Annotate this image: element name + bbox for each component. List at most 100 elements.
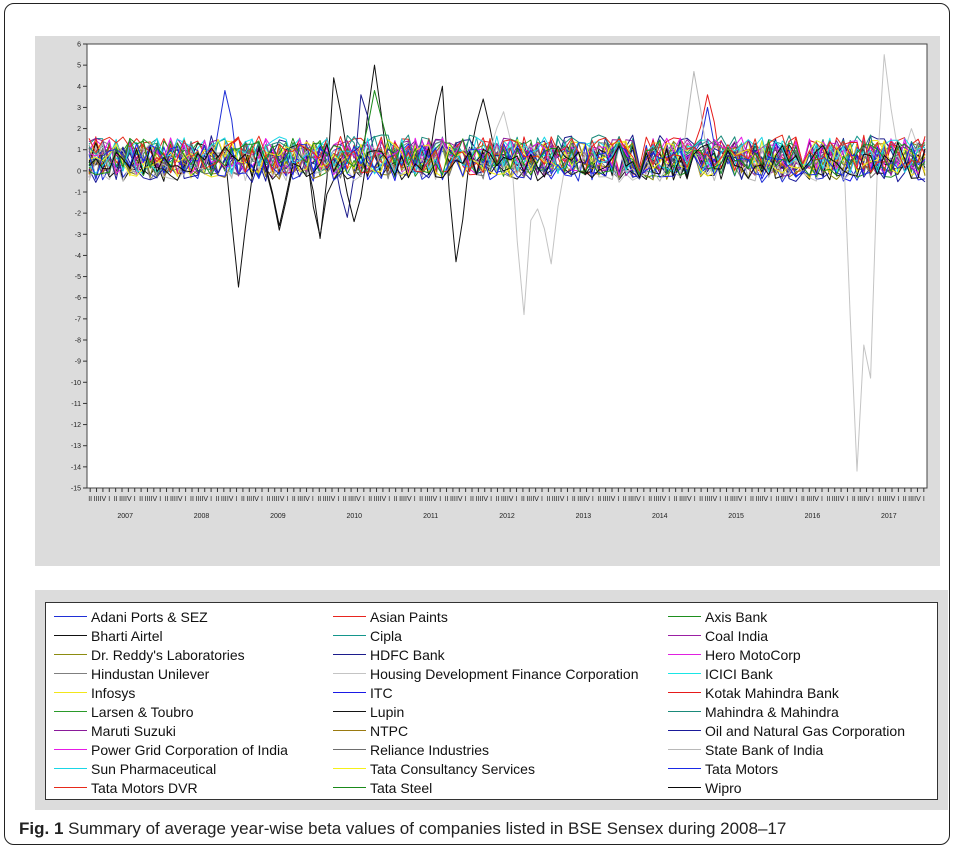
x-quarter-label: I	[566, 496, 568, 503]
x-quarter-label: I	[134, 496, 136, 503]
series-line	[88, 136, 926, 176]
legend-label: State Bank of India	[705, 741, 824, 758]
x-quarter-label: III	[170, 496, 176, 503]
x-quarter-label: II	[801, 496, 805, 503]
x-quarter-label: III	[806, 496, 812, 503]
y-tick-label: -15	[71, 486, 81, 493]
x-quarter-label: I	[490, 496, 492, 503]
legend-label: Coal India	[705, 627, 769, 644]
x-quarter-label: IV	[583, 496, 590, 503]
y-tick-label: -5	[75, 274, 81, 281]
x-quarter-label: I	[923, 496, 925, 503]
x-quarter-label: III	[501, 496, 507, 503]
x-quarter-label: I	[312, 496, 314, 503]
x-quarter-label: I	[846, 496, 848, 503]
x-quarter-label: IV	[660, 496, 667, 503]
x-quarter-label: II	[165, 496, 169, 503]
x-quarter-label: II	[597, 496, 601, 503]
plot-panel: 6 5 4 3 2 1 0 -1 -2 -3 -4 -5 -6 -7 -8 -9 -10 -11 -12 -13 -14…	[35, 36, 940, 566]
x-quarter-label: IV	[354, 496, 361, 503]
y-tick-label: -4	[75, 253, 81, 260]
x-quarter-label: I	[516, 496, 518, 503]
legend-swatch	[668, 768, 701, 769]
legend-swatch	[54, 654, 87, 655]
x-quarter-label: I	[465, 496, 467, 503]
x-quarter-label: IV	[227, 496, 234, 503]
x-quarter-label: II	[674, 496, 678, 503]
x-quarter-label: I	[236, 496, 238, 503]
x-quarter-label: IV	[125, 496, 132, 503]
x-quarter-label: IV	[100, 496, 107, 503]
legend-item: Tata Steel	[333, 778, 432, 797]
line-chart: 6 5 4 3 2 1 0 -1 -2 -3 -4 -5 -6 -7 -8 -9 -10 -11 -12 -13 -14…	[71, 42, 928, 520]
x-quarter-label: II	[826, 496, 830, 503]
x-quarter-label: I	[414, 496, 416, 503]
x-quarter-label: IV	[685, 496, 692, 503]
y-tick-label: -1	[75, 190, 81, 197]
figure-caption-label: Fig. 1	[19, 819, 64, 838]
legend-swatch	[333, 787, 366, 788]
legend-swatch	[668, 654, 701, 655]
x-quarter-label: III	[857, 496, 863, 503]
legend-label: Reliance Industries	[370, 741, 490, 758]
x-quarter-label: III	[883, 496, 889, 503]
x-quarter-label: I	[872, 496, 874, 503]
legend-label: Infosys	[91, 684, 136, 701]
x-quarter-label: III	[628, 496, 634, 503]
legend-swatch	[668, 730, 701, 731]
x-quarter-label: III	[730, 496, 736, 503]
legend-label: Sun Pharmaceutical	[91, 760, 217, 777]
x-quarter-label: III	[781, 496, 787, 503]
x-quarter-label: I	[439, 496, 441, 503]
x-quarter-label: I	[745, 496, 747, 503]
x-quarter-label: I	[541, 496, 543, 503]
x-quarter-label: II	[292, 496, 296, 503]
legend-swatch	[333, 711, 366, 712]
x-quarter-label: II	[343, 496, 347, 503]
x-quarter-label: IV	[736, 496, 743, 503]
legend-item: Mahindra & Mahindra	[668, 702, 839, 721]
x-quarter-label: II	[368, 496, 372, 503]
figure-caption: Fig. 1 Summary of average year-wise beta…	[19, 819, 786, 839]
y-tick-label: 5	[77, 63, 81, 70]
legend-item: Dr. Reddy's Laboratories	[54, 645, 245, 664]
legend-label: Tata Motors	[705, 760, 779, 777]
x-quarter-label: IV	[812, 496, 819, 503]
x-quarter-label: IV	[507, 496, 514, 503]
x-quarter-label: I	[388, 496, 390, 503]
x-quarter-label: III	[399, 496, 405, 503]
x-quarter-label: II	[877, 496, 881, 503]
x-quarter-label: II	[546, 496, 550, 503]
legend-item: Adani Ports & SEZ	[54, 607, 208, 626]
x-quarter-label: IV	[176, 496, 183, 503]
x-quarter-label: I	[770, 496, 772, 503]
legend-label: Axis Bank	[705, 608, 768, 625]
x-quarter-label: I	[796, 496, 798, 503]
legend-item: NTPC	[333, 721, 408, 740]
y-tick-label: 6	[77, 42, 81, 49]
series-line	[88, 142, 926, 181]
series-line	[88, 141, 926, 227]
legend-label: NTPC	[370, 722, 409, 739]
x-quarter-label: II	[445, 496, 449, 503]
legend-swatch	[54, 635, 87, 636]
y-tick-label: -7	[75, 316, 81, 323]
x-quarter-label: IV	[761, 496, 768, 503]
legend-item: Cipla	[333, 626, 402, 645]
legend-label: Larsen & Toubro	[91, 703, 194, 720]
legend-label: Housing Development Finance Corporation	[370, 665, 639, 682]
x-quarter-label: II	[623, 496, 627, 503]
x-quarter-label: IV	[787, 496, 794, 503]
x-quarter-label: IV	[278, 496, 285, 503]
x-quarter-label: III	[195, 496, 201, 503]
x-quarter-label: I	[821, 496, 823, 503]
x-quarter-label: II	[419, 496, 423, 503]
x-quarter-label: III	[832, 496, 838, 503]
x-quarter-label: II	[394, 496, 398, 503]
x-quarter-label: IV	[405, 496, 412, 503]
legend-swatch	[668, 635, 701, 636]
x-quarter-label: III	[297, 496, 303, 503]
x-quarter-label: I	[159, 496, 161, 503]
x-quarter-label: III	[705, 496, 711, 503]
x-quarter-label: III	[552, 496, 558, 503]
